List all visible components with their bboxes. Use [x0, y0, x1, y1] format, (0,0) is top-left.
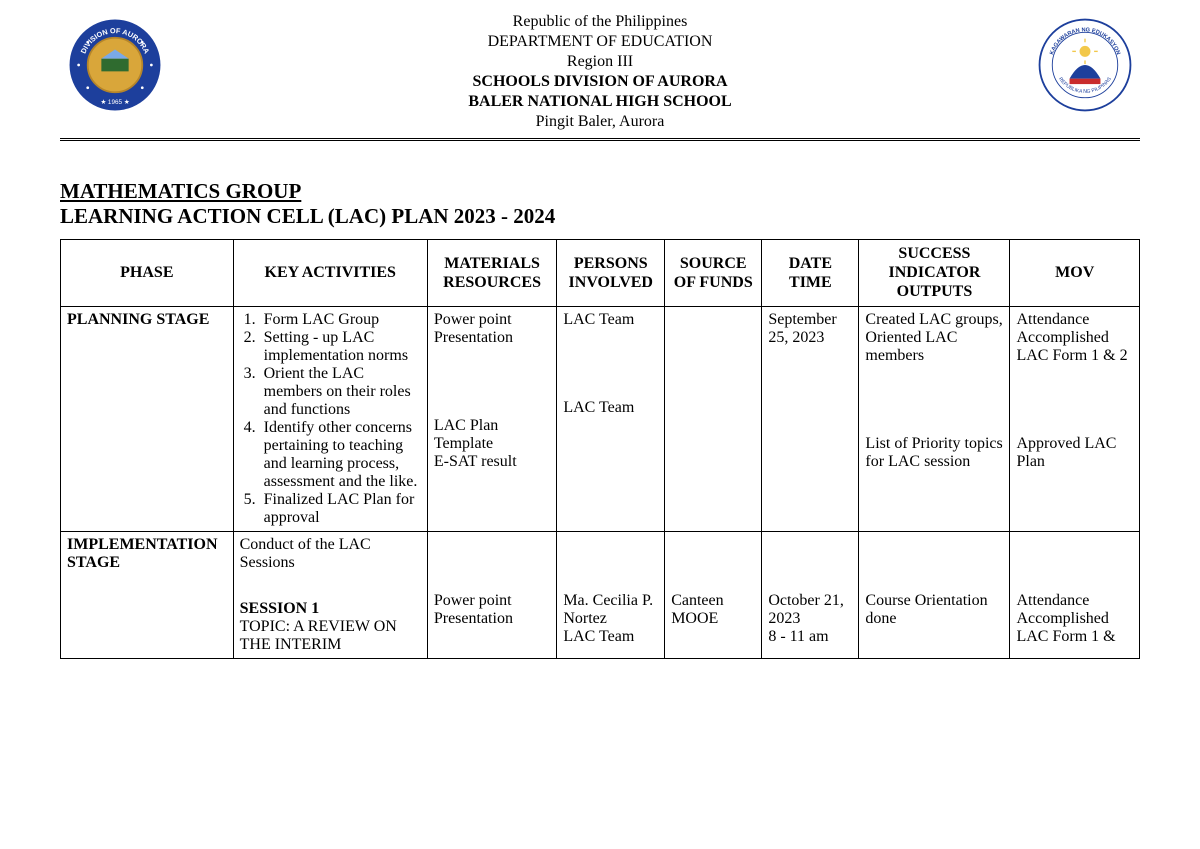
- materials: Power point Presentation: [434, 592, 550, 628]
- materials-a: Power point Presentation: [434, 311, 550, 347]
- success: Course Orientation done: [865, 592, 1003, 628]
- cell-persons: Ma. Cecilia P. Nortez LAC Team: [557, 531, 665, 658]
- persons-b: LAC Team: [563, 399, 658, 417]
- division-seal-icon: DIVISION OF AURORA ★ 1965 ★: [60, 10, 170, 120]
- table-row: PLANNING STAGE Form LAC Group Setting - …: [61, 306, 1140, 531]
- cell-activities: Form LAC Group Setting - up LAC implemen…: [233, 306, 427, 531]
- col-phase: PHASE: [61, 240, 234, 307]
- svg-text:★ 1965 ★: ★ 1965 ★: [100, 99, 129, 106]
- success-a: Created LAC groups, Oriented LAC members: [865, 311, 1003, 365]
- cell-success: Created LAC groups, Oriented LAC members…: [859, 306, 1010, 531]
- mov-b: Approved LAC Plan: [1016, 435, 1133, 471]
- cell-date: October 21, 2023 8 - 11 am: [762, 531, 859, 658]
- mov-a: Attendance Accomplished LAC Form 1 & 2: [1016, 311, 1133, 365]
- col-source: SOURCE OF FUNDS: [665, 240, 762, 307]
- cell-materials: Power point Presentation: [427, 531, 556, 658]
- list-item: Identify other concerns pertaining to te…: [260, 419, 421, 491]
- col-activities: KEY ACTIVITIES: [233, 240, 427, 307]
- date: October 21, 2023 8 - 11 am: [768, 592, 852, 646]
- letterhead: DIVISION OF AURORA ★ 1965 ★ Republic of …: [60, 10, 1140, 141]
- cell-persons: LAC Team LAC Team: [557, 306, 665, 531]
- persons-a: LAC Team: [563, 311, 658, 329]
- header-line-3: Region III: [170, 52, 1030, 72]
- list-item: Form LAC Group: [260, 311, 421, 329]
- document-title: MATHEMATICS GROUP LEARNING ACTION CELL (…: [60, 179, 1140, 229]
- list-item: Setting - up LAC implementation norms: [260, 329, 421, 365]
- col-date: DATE TIME: [762, 240, 859, 307]
- document-page: DIVISION OF AURORA ★ 1965 ★ Republic of …: [0, 0, 1200, 659]
- materials-b: LAC Plan Template E-SAT result: [434, 417, 550, 471]
- cell-source: [665, 306, 762, 531]
- activities-list: Form LAC Group Setting - up LAC implemen…: [240, 311, 421, 527]
- title-line-1: MATHEMATICS GROUP: [60, 179, 1140, 204]
- lac-plan-table: PHASE KEY ACTIVITIES MATERIALS RESOURCES…: [60, 239, 1140, 659]
- persons: Ma. Cecilia P. Nortez LAC Team: [563, 592, 658, 646]
- table-header-row: PHASE KEY ACTIVITIES MATERIALS RESOURCES…: [61, 240, 1140, 307]
- cell-mov: Attendance Accomplished LAC Form 1 &: [1010, 531, 1140, 658]
- session-topic: TOPIC: A REVIEW ON THE INTERIM: [240, 618, 421, 654]
- col-mov: MOV: [1010, 240, 1140, 307]
- deped-seal-icon: KAGAWARAN NG EDUKASYON REPUBLIKA NG PILI…: [1030, 10, 1140, 120]
- list-item: Orient the LAC members on their roles an…: [260, 365, 421, 419]
- success-b: List of Priority topics for LAC session: [865, 435, 1003, 471]
- list-item: Finalized LAC Plan for approval: [260, 491, 421, 527]
- cell-phase: IMPLEMENTATION STAGE: [61, 531, 234, 658]
- header-line-4: SCHOOLS DIVISION OF AURORA: [170, 72, 1030, 92]
- header-line-6: Pingit Baler, Aurora: [170, 112, 1030, 132]
- mov: Attendance Accomplished LAC Form 1 &: [1016, 592, 1133, 646]
- session-label: SESSION 1: [240, 600, 421, 618]
- col-materials: MATERIALS RESOURCES: [427, 240, 556, 307]
- cell-date: September 25, 2023: [762, 306, 859, 531]
- letterhead-text: Republic of the Philippines DEPARTMENT O…: [170, 10, 1030, 132]
- source: Canteen MOOE: [671, 592, 755, 628]
- header-line-2: DEPARTMENT OF EDUCATION: [170, 32, 1030, 52]
- cell-activities: Conduct of the LAC Sessions SESSION 1 TO…: [233, 531, 427, 658]
- cell-mov: Attendance Accomplished LAC Form 1 & 2 A…: [1010, 306, 1140, 531]
- cell-materials: Power point Presentation LAC Plan Templa…: [427, 306, 556, 531]
- title-line-2: LEARNING ACTION CELL (LAC) PLAN 2023 - 2…: [60, 204, 1140, 229]
- activities-intro: Conduct of the LAC Sessions: [240, 536, 421, 572]
- col-persons: PERSONS INVOLVED: [557, 240, 665, 307]
- col-success: SUCCESS INDICATOR OUTPUTS: [859, 240, 1010, 307]
- header-line-1: Republic of the Philippines: [170, 12, 1030, 32]
- header-line-5: BALER NATIONAL HIGH SCHOOL: [170, 92, 1030, 112]
- table-row: IMPLEMENTATION STAGE Conduct of the LAC …: [61, 531, 1140, 658]
- cell-source: Canteen MOOE: [665, 531, 762, 658]
- cell-phase: PLANNING STAGE: [61, 306, 234, 531]
- cell-success: Course Orientation done: [859, 531, 1010, 658]
